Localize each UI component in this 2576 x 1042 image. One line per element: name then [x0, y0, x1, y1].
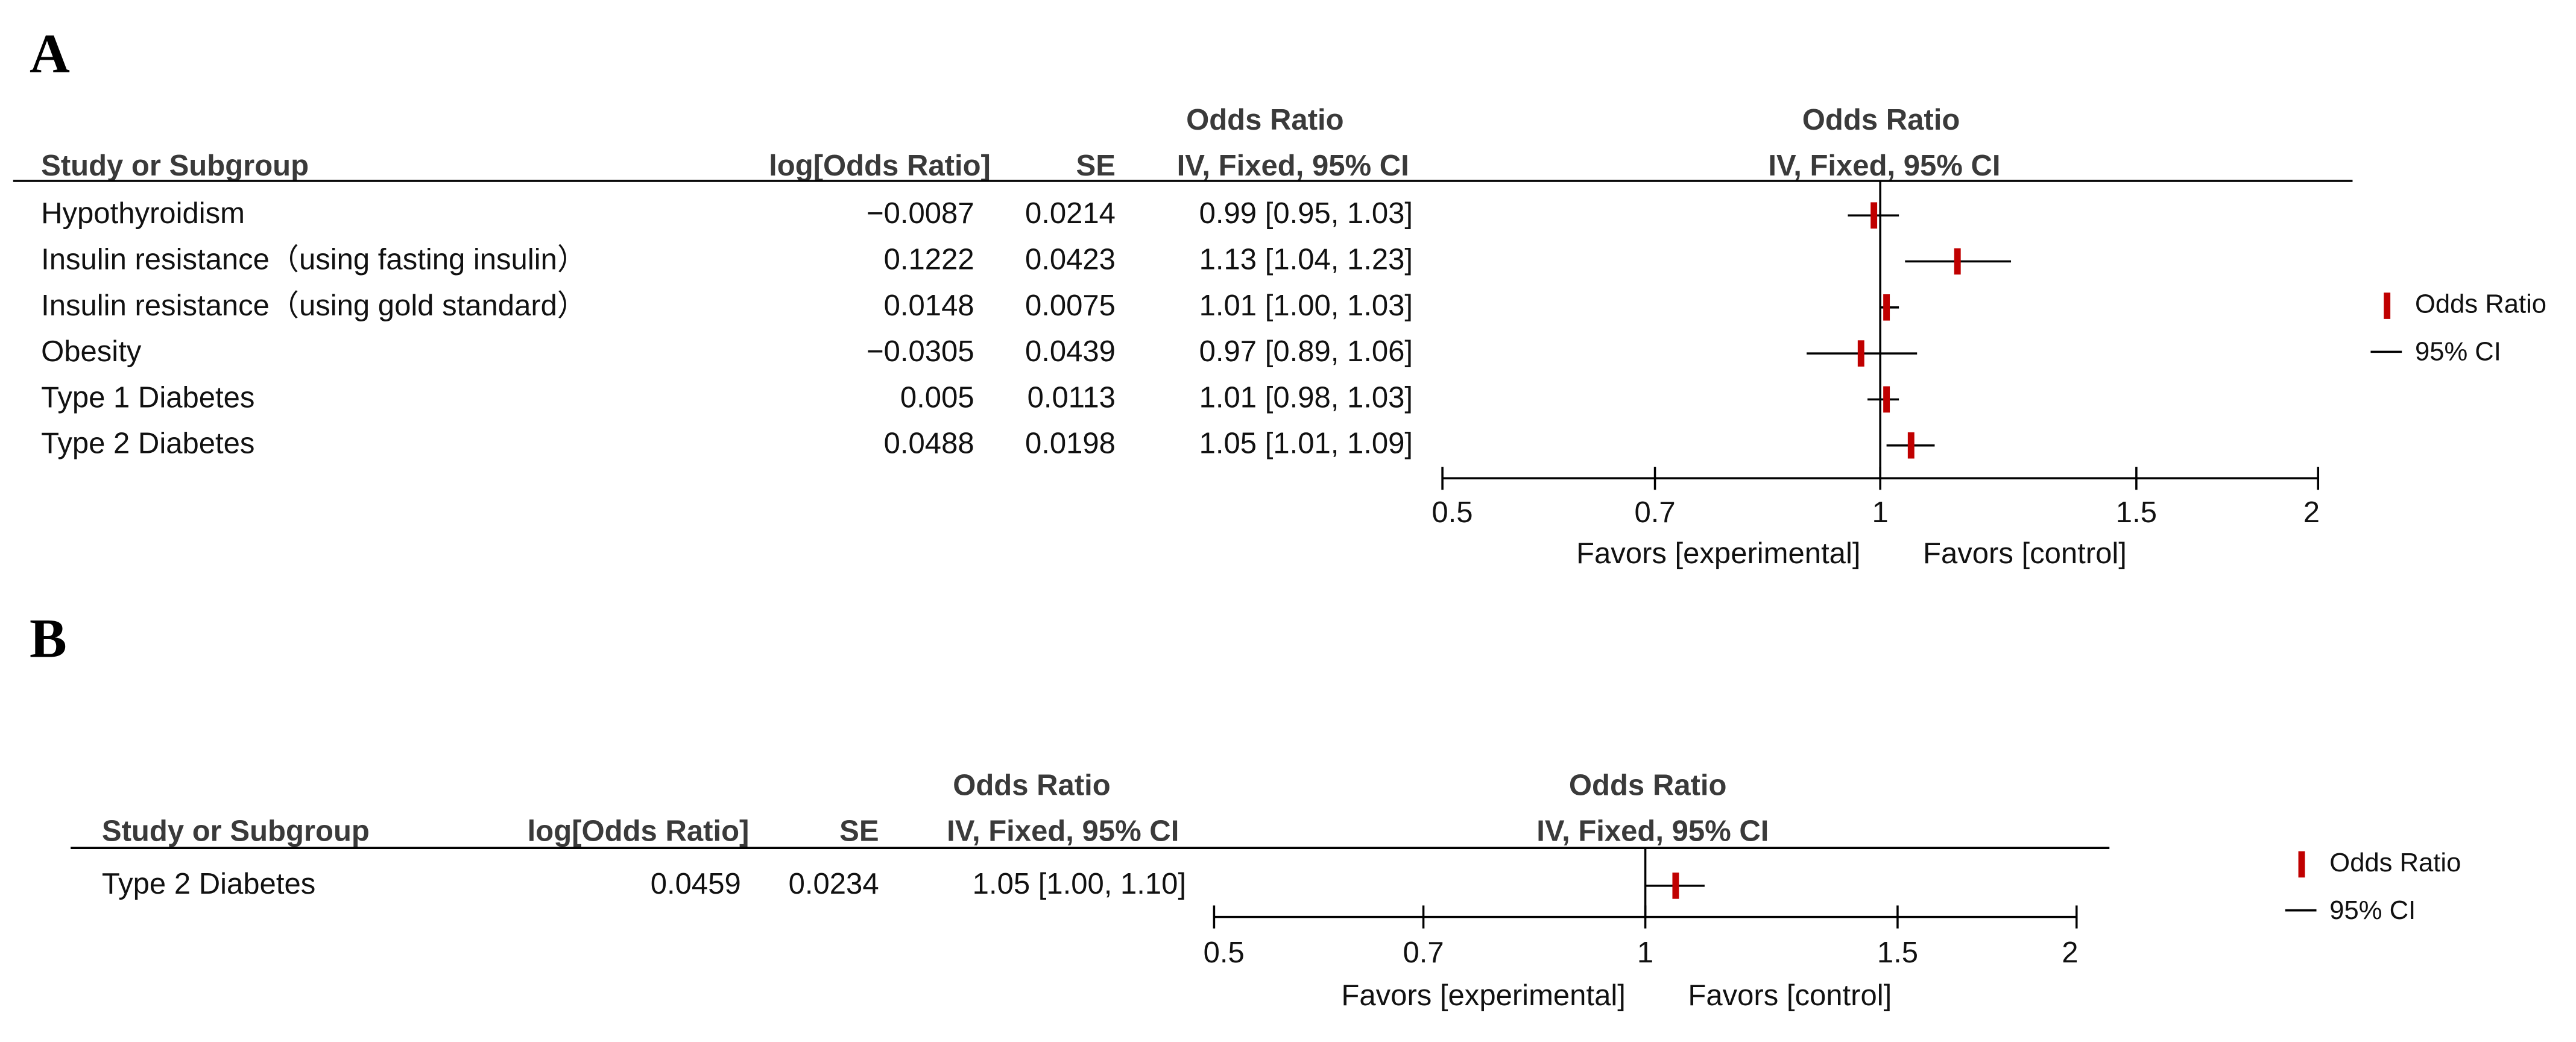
standard-error: 0.0439	[1025, 335, 1116, 368]
favors-right: Favors [control]	[1923, 537, 2127, 570]
log-odds-ratio: 0.0148	[884, 289, 974, 322]
column-header: Study or Subgroup	[102, 815, 370, 848]
log-odds-ratio: 0.0488	[884, 428, 974, 460]
study-name: Type 1 Diabetes	[41, 381, 254, 414]
x-tick-label: 1	[1637, 936, 1653, 969]
x-tick-label: 2	[2062, 936, 2078, 969]
study-name: Obesity	[41, 335, 142, 368]
x-tick-label: 0.7	[1634, 496, 1675, 529]
standard-error: 0.0113	[1028, 381, 1116, 414]
log-odds-ratio: 0.0459	[651, 868, 741, 900]
panel-label: A	[30, 23, 70, 85]
legend-point	[2298, 851, 2305, 878]
legend-label: Odds Ratio	[2329, 848, 2461, 877]
x-tick-label: 0.7	[1403, 936, 1444, 969]
x-tick-label: 0.5	[1204, 936, 1245, 969]
standard-error: 0.0214	[1025, 197, 1116, 230]
plot-subtitle: IV, Fixed, 95% CI	[1536, 815, 1769, 848]
legend-label: 95% CI	[2415, 338, 2501, 367]
study-name: Insulin resistance（using gold standard）	[41, 289, 587, 322]
odds-ratio-ci: 0.97 [0.89, 1.06]	[1199, 335, 1413, 368]
x-tick-label: 1.5	[1877, 936, 1918, 969]
column-header: log[Odds Ratio]	[528, 815, 750, 848]
odds-ratio-ci: 1.05 [1.01, 1.09]	[1199, 428, 1413, 460]
odds-ratio-ci: 1.01 [0.98, 1.03]	[1199, 381, 1413, 414]
favors-left: Favors [experimental]	[1576, 537, 1860, 570]
favors-left: Favors [experimental]	[1341, 979, 1625, 1012]
odds-ratio-ci: 0.99 [0.95, 1.03]	[1199, 197, 1413, 230]
odds-ratio-point	[1857, 340, 1864, 367]
log-odds-ratio: 0.1222	[884, 243, 974, 276]
x-tick-label: 1	[1872, 496, 1889, 529]
odds-ratio-ci: 1.05 [1.00, 1.10]	[973, 868, 1186, 900]
column-header: Study or Subgroup	[41, 150, 309, 182]
column-header: IV, Fixed, 95% CI	[947, 815, 1179, 848]
odds-ratio-point	[1870, 202, 1878, 229]
favors-right: Favors [control]	[1688, 979, 1892, 1012]
standard-error: 0.0075	[1025, 289, 1116, 322]
study-name: Insulin resistance（using fasting insulin…	[41, 243, 587, 276]
log-odds-ratio: −0.0305	[867, 335, 974, 368]
log-odds-ratio: 0.005	[900, 381, 974, 414]
study-name: Type 2 Diabetes	[102, 868, 315, 900]
standard-error: 0.0234	[789, 868, 879, 900]
column-header: Odds Ratio	[1186, 104, 1344, 136]
odds-ratio-point	[1907, 432, 1915, 459]
plot-subtitle: IV, Fixed, 95% CI	[1768, 150, 2000, 182]
standard-error: 0.0423	[1025, 243, 1116, 276]
odds-ratio-ci: 1.13 [1.04, 1.23]	[1199, 243, 1413, 276]
plot-title: Odds Ratio	[1802, 104, 1960, 136]
odds-ratio-ci: 1.01 [1.00, 1.03]	[1199, 289, 1413, 322]
legend-label: Odds Ratio	[2415, 290, 2546, 319]
odds-ratio-point	[1672, 873, 1679, 899]
legend-label: 95% CI	[2329, 896, 2416, 925]
x-tick-label: 0.5	[1432, 496, 1473, 529]
panel-label: B	[30, 608, 67, 670]
log-odds-ratio: −0.0087	[867, 197, 974, 230]
odds-ratio-point	[1883, 294, 1890, 321]
study-name: Type 2 Diabetes	[41, 428, 254, 460]
column-header: log[Odds Ratio]	[769, 150, 991, 182]
x-tick-label: 2	[2303, 496, 2320, 529]
odds-ratio-point	[1954, 248, 1961, 275]
column-header: Odds Ratio	[953, 769, 1111, 801]
column-header: SE	[839, 815, 879, 848]
odds-ratio-point	[1883, 386, 1890, 413]
x-tick-label: 1.5	[2116, 496, 2157, 529]
standard-error: 0.0198	[1025, 428, 1116, 460]
plot-title: Odds Ratio	[1569, 769, 1727, 801]
study-name: Hypothyroidism	[41, 197, 245, 230]
column-header: IV, Fixed, 95% CI	[1177, 150, 1409, 182]
column-header: SE	[1076, 150, 1116, 182]
legend-point	[2384, 292, 2391, 319]
